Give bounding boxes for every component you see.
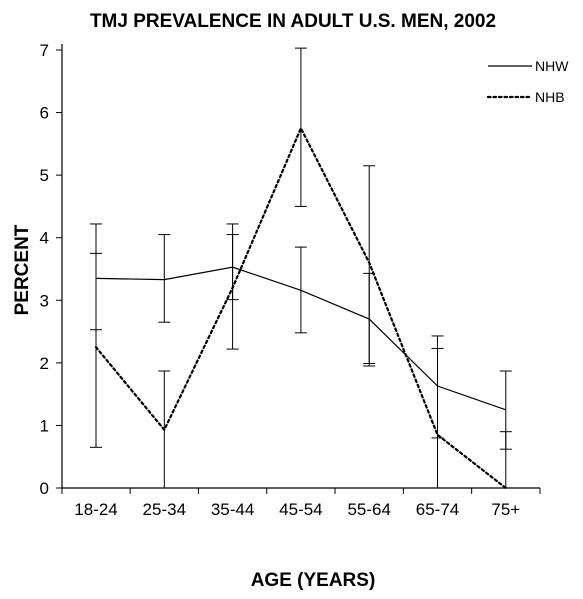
y-tick-label: 0 bbox=[40, 479, 49, 498]
x-tick-label: 55-64 bbox=[347, 500, 390, 519]
error-bar bbox=[90, 252, 102, 448]
error-bar bbox=[499, 431, 512, 489]
x-tick-label: 75+ bbox=[491, 500, 520, 519]
x-axis-title: AGE (YEARS) bbox=[251, 570, 376, 591]
y-tick-label: 1 bbox=[40, 416, 49, 435]
y-tick-label: 2 bbox=[40, 354, 49, 373]
legend-label-nhw: NHW bbox=[535, 58, 569, 74]
axes: 0 1 2 3 4 5 6 7 18-24 25-34 35-44 45-54 55-64 65-74 75… bbox=[40, 41, 541, 519]
x-tick-label: 65-74 bbox=[416, 500, 459, 519]
error-bar bbox=[158, 234, 171, 323]
series-line-nhb bbox=[94, 125, 507, 490]
y-tick-label: 4 bbox=[40, 229, 49, 248]
series-lines bbox=[94, 125, 507, 490]
x-tick-label: 35-44 bbox=[211, 500, 254, 519]
legend-label-nhb: NHB bbox=[535, 89, 565, 105]
chart-title: TMJ PREVALENCE IN ADULT U.S. MEN, 2002 bbox=[90, 11, 496, 32]
y-axis-title: PERCENT bbox=[12, 224, 33, 315]
x-tick-label: 18-24 bbox=[74, 500, 117, 519]
error-bars bbox=[90, 47, 512, 489]
y-tick-label: 5 bbox=[40, 166, 49, 185]
x-tick-label: 25-34 bbox=[143, 500, 186, 519]
x-tick-label: 45-54 bbox=[279, 500, 322, 519]
y-tick-label: 3 bbox=[40, 291, 49, 310]
y-tick-label: 6 bbox=[40, 104, 49, 123]
legend: NHW NHB bbox=[486, 58, 569, 105]
series-line-nhw bbox=[95, 266, 506, 411]
error-bar bbox=[431, 347, 444, 489]
y-tick-label: 7 bbox=[40, 41, 49, 60]
error-bar bbox=[294, 47, 307, 207]
